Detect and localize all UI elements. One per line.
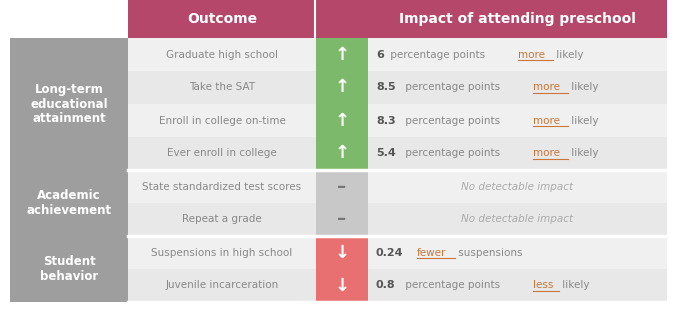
FancyBboxPatch shape: [368, 104, 667, 137]
FancyBboxPatch shape: [368, 203, 667, 236]
FancyBboxPatch shape: [128, 170, 316, 203]
Text: percentage points: percentage points: [402, 148, 504, 159]
Text: Graduate high school: Graduate high school: [166, 49, 278, 60]
Text: ↓: ↓: [334, 243, 350, 262]
FancyBboxPatch shape: [128, 38, 316, 71]
Text: 8.5: 8.5: [376, 83, 396, 92]
Text: –: –: [338, 178, 346, 195]
FancyBboxPatch shape: [128, 0, 667, 38]
Text: Academic
achievement: Academic achievement: [26, 189, 111, 217]
Text: Student
behavior: Student behavior: [40, 255, 98, 283]
Text: likely: likely: [568, 83, 599, 92]
Text: Juvenile incarceration: Juvenile incarceration: [165, 281, 279, 291]
Text: more: more: [518, 49, 545, 60]
Text: ↓: ↓: [334, 276, 350, 294]
FancyBboxPatch shape: [10, 236, 128, 302]
Text: Enroll in college on-time: Enroll in college on-time: [159, 115, 286, 125]
Text: Long-term
educational
attainment: Long-term educational attainment: [30, 83, 108, 125]
Text: likely: likely: [553, 49, 583, 60]
Text: Suspensions in high school: Suspensions in high school: [151, 247, 293, 258]
Text: Outcome: Outcome: [187, 12, 257, 26]
Text: 6: 6: [376, 49, 384, 60]
Text: No detectable impact: No detectable impact: [462, 182, 574, 191]
FancyBboxPatch shape: [128, 236, 316, 269]
FancyBboxPatch shape: [128, 104, 316, 137]
FancyBboxPatch shape: [368, 269, 667, 302]
Text: more: more: [533, 148, 560, 159]
Text: ↑: ↑: [334, 45, 350, 63]
Text: percentage points: percentage points: [402, 281, 504, 291]
Text: Impact of attending preschool: Impact of attending preschool: [399, 12, 636, 26]
Text: percentage points: percentage points: [387, 49, 489, 60]
FancyBboxPatch shape: [368, 38, 667, 71]
Text: No detectable impact: No detectable impact: [462, 215, 574, 224]
Text: more: more: [533, 115, 560, 125]
Text: Repeat a grade: Repeat a grade: [182, 215, 262, 224]
Text: 0.8: 0.8: [376, 281, 396, 291]
FancyBboxPatch shape: [368, 71, 667, 104]
FancyBboxPatch shape: [128, 137, 316, 170]
Text: fewer: fewer: [416, 247, 446, 258]
Text: likely: likely: [568, 148, 599, 159]
FancyBboxPatch shape: [10, 38, 128, 170]
FancyBboxPatch shape: [128, 203, 316, 236]
Text: 5.4: 5.4: [376, 148, 396, 159]
Text: Ever enroll in college: Ever enroll in college: [167, 148, 277, 159]
FancyBboxPatch shape: [128, 269, 316, 302]
FancyBboxPatch shape: [316, 38, 368, 71]
FancyBboxPatch shape: [316, 137, 368, 170]
Text: percentage points: percentage points: [402, 115, 504, 125]
FancyBboxPatch shape: [316, 236, 368, 269]
Text: 8.3: 8.3: [376, 115, 396, 125]
FancyBboxPatch shape: [368, 137, 667, 170]
Text: State standardized test scores: State standardized test scores: [142, 182, 302, 191]
Text: percentage points: percentage points: [402, 83, 504, 92]
FancyBboxPatch shape: [316, 269, 368, 302]
FancyBboxPatch shape: [368, 170, 667, 203]
FancyBboxPatch shape: [10, 170, 128, 236]
Text: 0.24: 0.24: [376, 247, 404, 258]
Text: Take the SAT: Take the SAT: [189, 83, 255, 92]
Text: less: less: [533, 281, 554, 291]
Text: suspensions: suspensions: [454, 247, 522, 258]
FancyBboxPatch shape: [316, 71, 368, 104]
Text: –: –: [338, 211, 346, 229]
Text: ↑: ↑: [334, 144, 350, 163]
Text: likely: likely: [568, 115, 599, 125]
Text: ↑: ↑: [334, 79, 350, 96]
FancyBboxPatch shape: [316, 170, 368, 203]
Text: likely: likely: [560, 281, 590, 291]
Text: ↑: ↑: [334, 112, 350, 130]
FancyBboxPatch shape: [316, 203, 368, 236]
FancyBboxPatch shape: [368, 236, 667, 269]
FancyBboxPatch shape: [316, 104, 368, 137]
Text: more: more: [533, 83, 560, 92]
FancyBboxPatch shape: [128, 71, 316, 104]
